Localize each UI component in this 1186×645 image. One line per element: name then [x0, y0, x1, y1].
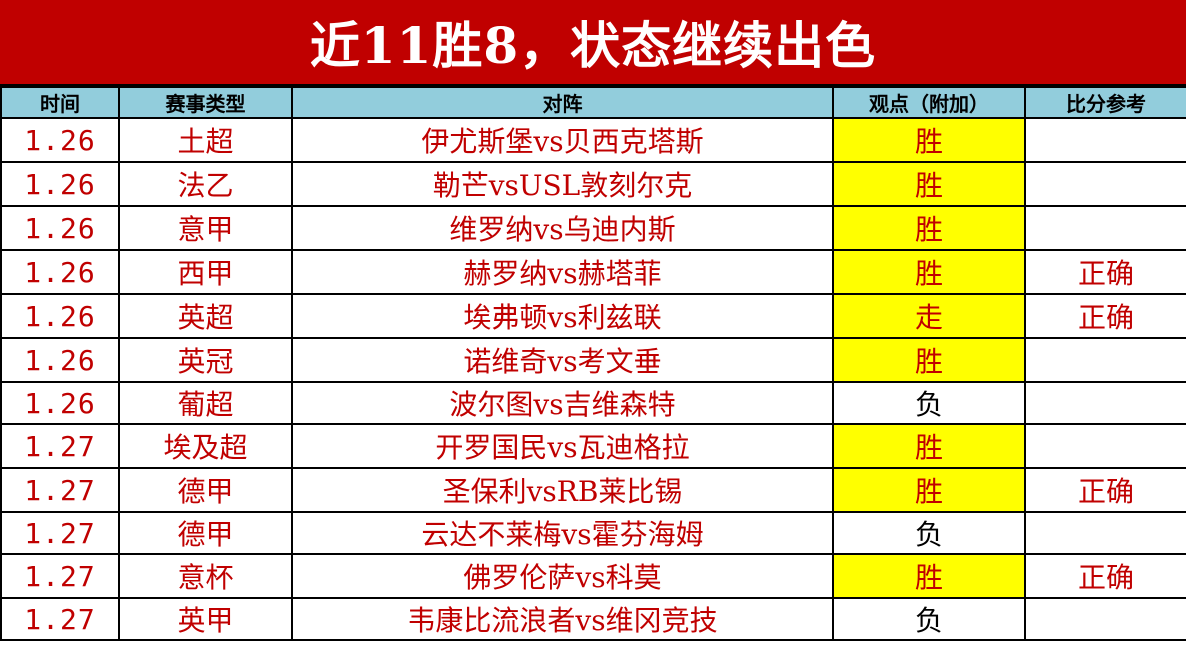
league-cell: 土超: [118, 117, 293, 163]
match-cell: 韦康比流浪者vs维冈竞技: [291, 597, 834, 641]
table-row: 1.26 土超 伊尤斯堡vs贝西克塔斯胜: [0, 117, 1186, 163]
match-cell: 诺维奇vs考文垂: [291, 337, 834, 383]
score-cell: [1024, 117, 1186, 163]
score-cell: [1024, 161, 1186, 207]
league-cell: 法乙: [118, 161, 293, 207]
league-cell: 西甲: [118, 249, 293, 295]
match-cell: 赫罗纳vs赫塔菲: [291, 249, 834, 295]
table-row: 1.26 西甲 赫罗纳vs赫塔菲胜正确: [0, 249, 1186, 295]
pick-cell: 胜: [832, 249, 1026, 295]
table-row: 1.26 葡超 波尔图vs吉维森特负: [0, 381, 1186, 425]
score-cell: [1024, 337, 1186, 383]
time-cell: 1.26: [0, 117, 120, 163]
score-cell: 正确: [1024, 553, 1186, 599]
time-cell: 1.27: [0, 467, 120, 513]
match-cell: 勒芒vsUSL敦刻尔克: [291, 161, 834, 207]
table-row: 1.27 埃及超 开罗国民vs瓦迪格拉胜: [0, 423, 1186, 469]
league-cell: 意杯: [118, 553, 293, 599]
pick-cell: 负: [832, 511, 1026, 555]
match-cell: 佛罗伦萨vs科莫: [291, 553, 834, 599]
match-cell: 圣保利vsRB莱比锡: [291, 467, 834, 513]
league-cell: 意甲: [118, 205, 293, 251]
match-cell: 维罗纳vs乌迪内斯: [291, 205, 834, 251]
pick-cell: 胜: [832, 467, 1026, 513]
header-match: 对阵: [291, 86, 834, 119]
table-row: 1.26 意甲 维罗纳vs乌迪内斯胜: [0, 205, 1186, 251]
time-cell: 1.26: [0, 249, 120, 295]
score-cell: [1024, 205, 1186, 251]
header-time: 时间: [0, 86, 120, 119]
time-cell: 1.27: [0, 553, 120, 599]
time-cell: 1.26: [0, 337, 120, 383]
table-row: 1.26 英超 埃弗顿vs利兹联走正确: [0, 293, 1186, 339]
score-cell: 正确: [1024, 467, 1186, 513]
match-cell: 埃弗顿vs利兹联: [291, 293, 834, 339]
league-cell: 葡超: [118, 381, 293, 425]
league-cell: 英甲: [118, 597, 293, 641]
pick-cell: 胜: [832, 337, 1026, 383]
pick-cell: 负: [832, 597, 1026, 641]
time-cell: 1.26: [0, 205, 120, 251]
match-cell: 波尔图vs吉维森特: [291, 381, 834, 425]
time-cell: 1.26: [0, 381, 120, 425]
score-cell: 正确: [1024, 293, 1186, 339]
table-row: 1.27 德甲 云达不莱梅vs霍芬海姆负: [0, 511, 1186, 555]
time-cell: 1.27: [0, 423, 120, 469]
league-cell: 埃及超: [118, 423, 293, 469]
score-cell: [1024, 511, 1186, 555]
pick-cell: 胜: [832, 205, 1026, 251]
league-cell: 英超: [118, 293, 293, 339]
pick-cell: 胜: [832, 423, 1026, 469]
table-row: 1.27 德甲 圣保利vsRB莱比锡胜正确: [0, 467, 1186, 513]
match-cell: 开罗国民vs瓦迪格拉: [291, 423, 834, 469]
header-row: 时间 赛事类型 对阵 观点（附加） 比分参考: [0, 86, 1186, 119]
pick-cell: 胜: [832, 117, 1026, 163]
pick-cell: 胜: [832, 553, 1026, 599]
page-title: 近11胜8，状态继续出色: [0, 0, 1186, 86]
table-row: 1.27 意杯 佛罗伦萨vs科莫胜正确: [0, 553, 1186, 599]
time-cell: 1.26: [0, 293, 120, 339]
score-cell: [1024, 423, 1186, 469]
league-cell: 英冠: [118, 337, 293, 383]
score-cell: [1024, 597, 1186, 641]
header-score: 比分参考: [1024, 86, 1186, 119]
score-cell: 正确: [1024, 249, 1186, 295]
match-cell: 伊尤斯堡vs贝西克塔斯: [291, 117, 834, 163]
score-cell: [1024, 381, 1186, 425]
table-row: 1.26 法乙 勒芒vsUSL敦刻尔克胜: [0, 161, 1186, 207]
time-cell: 1.27: [0, 511, 120, 555]
pick-cell: 走: [832, 293, 1026, 339]
header-league: 赛事类型: [118, 86, 293, 119]
time-cell: 1.26: [0, 161, 120, 207]
header-pick: 观点（附加）: [832, 86, 1026, 119]
table-row: 1.26 英冠 诺维奇vs考文垂胜: [0, 337, 1186, 383]
pick-cell: 负: [832, 381, 1026, 425]
table-row: 1.27 英甲 韦康比流浪者vs维冈竞技负: [0, 597, 1186, 641]
league-cell: 德甲: [118, 467, 293, 513]
league-cell: 德甲: [118, 511, 293, 555]
predictions-table: 时间 赛事类型 对阵 观点（附加） 比分参考 1.26 土超 伊尤斯堡vs贝西克塔斯…: [0, 86, 1186, 641]
time-cell: 1.27: [0, 597, 120, 641]
pick-cell: 胜: [832, 161, 1026, 207]
match-cell: 云达不莱梅vs霍芬海姆: [291, 511, 834, 555]
